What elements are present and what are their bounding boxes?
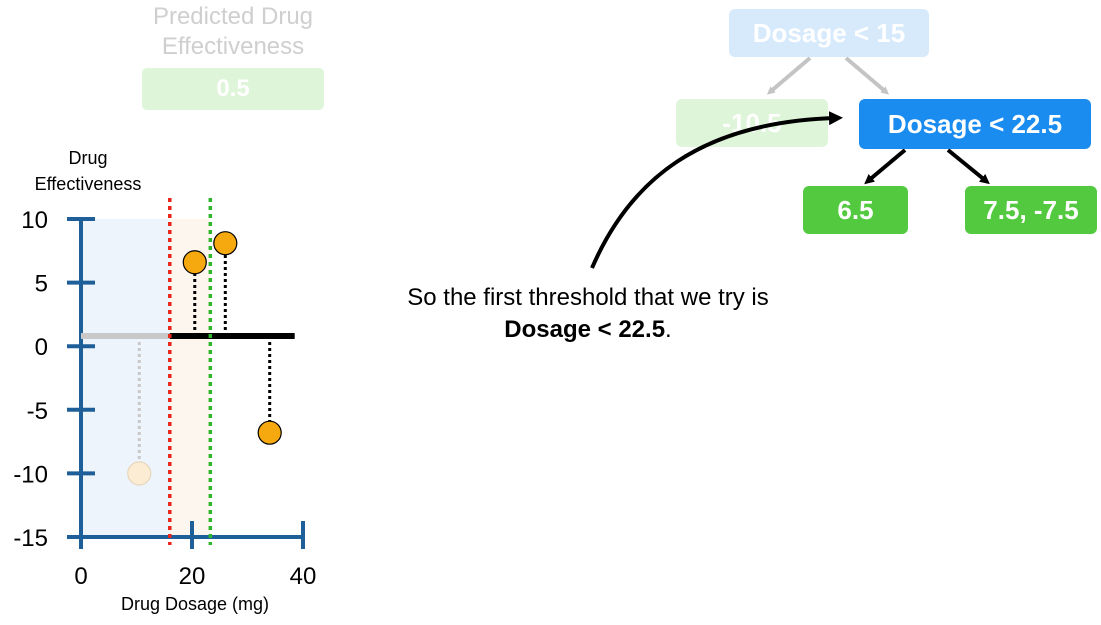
edge-root-left bbox=[766, 56, 812, 95]
predicted-effectiveness-title: Predicted Drug Effectiveness bbox=[152, 3, 314, 60]
y-tick-label: -5 bbox=[27, 398, 48, 425]
data-point-2 bbox=[213, 231, 238, 256]
edge-root-right bbox=[844, 56, 890, 95]
data-point-3 bbox=[257, 420, 282, 445]
x-axis-label: Drug Dosage (mg) bbox=[121, 594, 269, 614]
x-tick-label: 40 bbox=[290, 563, 317, 590]
caption-bold: Dosage < 22.5 bbox=[504, 316, 666, 343]
predicted-value-box: 0.5 bbox=[142, 68, 324, 110]
y-axis-label-line1: Drug bbox=[68, 148, 107, 168]
y-tick-label: -15 bbox=[13, 525, 48, 552]
y-tick-label: -10 bbox=[13, 461, 48, 488]
data-point-1 bbox=[182, 250, 207, 275]
y-tick-label: 10 bbox=[21, 207, 48, 234]
y-axis-label-line2: Effectiveness bbox=[35, 174, 142, 194]
edge-right-leaf-b bbox=[946, 148, 990, 185]
tree-leaf-6-5: 6.5 bbox=[803, 186, 908, 234]
caption-text: So the first threshold that we try is Do… bbox=[388, 282, 788, 346]
tree-right-node: Dosage < 22.5 bbox=[859, 99, 1091, 149]
y-tick-label: 0 bbox=[35, 334, 48, 361]
tree-leaf-7-5: 7.5, -7.5 bbox=[965, 186, 1097, 234]
data-point-0 bbox=[127, 461, 152, 486]
tree-root-node: Dosage < 15 bbox=[729, 9, 929, 57]
shaded-region-0 bbox=[81, 219, 170, 537]
edge-right-leaf-a bbox=[864, 148, 907, 185]
caption-plain: So the first threshold that we try is bbox=[407, 284, 769, 311]
tree-left-leaf: -10.5 bbox=[676, 99, 828, 147]
x-tick-label: 20 bbox=[179, 563, 206, 590]
caption-end: . bbox=[665, 316, 672, 343]
x-tick-label: 0 bbox=[74, 563, 87, 590]
y-tick-label: 5 bbox=[35, 271, 48, 298]
